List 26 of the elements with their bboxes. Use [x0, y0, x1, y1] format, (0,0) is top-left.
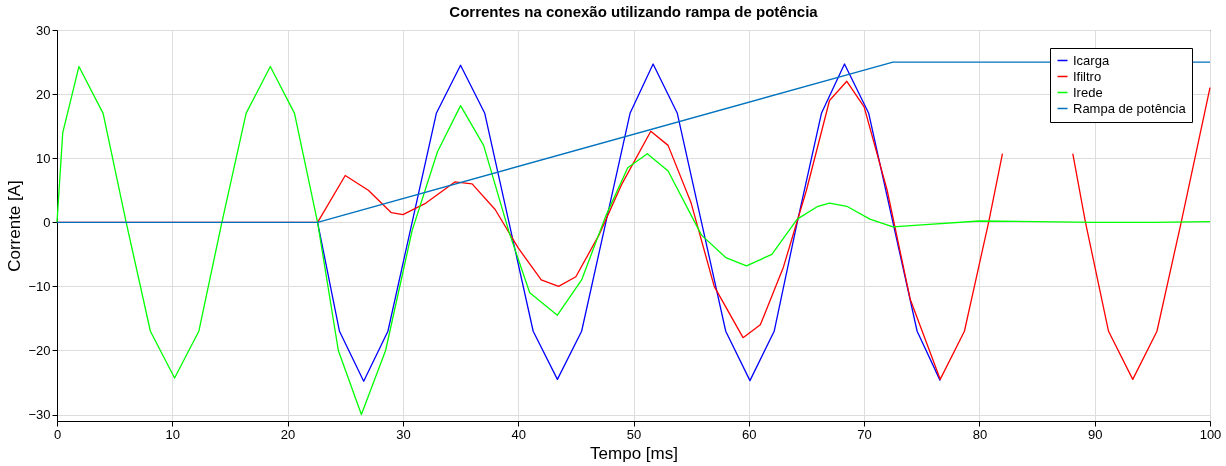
legend-label: Rampa de potência — [1073, 100, 1187, 116]
x-tick-label: 20 — [280, 426, 296, 442]
y-tick-label: 0 — [43, 214, 51, 230]
y-tick-label: 20 — [36, 86, 51, 102]
x-tick-label: 70 — [857, 426, 872, 442]
y-tick-label: −20 — [28, 342, 51, 358]
line-series — [316, 63, 941, 382]
x-tick-label: 80 — [972, 426, 988, 442]
legend-label: Ifiltro — [1073, 68, 1102, 84]
x-tick-label: 40 — [511, 426, 526, 442]
chart-title: Correntes na conexão utilizando rampa de potência — [449, 3, 819, 20]
legend-label: Icarga — [1073, 52, 1110, 68]
x-tick-label: 50 — [626, 426, 642, 442]
y-tick-label: −30 — [28, 407, 51, 423]
x-tick-label: 90 — [1087, 426, 1103, 442]
x-tick-label: 30 — [396, 426, 411, 442]
x-tick-label: 10 — [165, 426, 181, 442]
y-tick-label: 30 — [36, 22, 51, 38]
y-tick-label: −10 — [28, 278, 51, 294]
x-tick-label: 60 — [742, 426, 757, 442]
x-tick-label: 0 — [53, 426, 62, 442]
y-axis-title: Corrente [A] — [5, 180, 25, 272]
y-tick-label: 10 — [36, 150, 51, 166]
x-axis-title: Tempo [ms] — [590, 443, 678, 463]
legend-label: Irede — [1073, 84, 1103, 100]
x-tick-label: 100 — [1199, 426, 1222, 442]
